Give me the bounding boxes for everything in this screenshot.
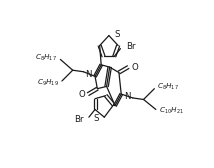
Text: N: N [124,92,131,101]
Text: S: S [114,30,120,39]
Text: O: O [131,63,138,72]
Text: $C_9H_{19}$: $C_9H_{19}$ [37,77,59,88]
Text: $C_8H_{17}$: $C_8H_{17}$ [158,82,179,92]
Text: Br: Br [126,42,135,51]
Text: O: O [78,90,85,99]
Text: S: S [93,114,99,123]
Text: N: N [85,70,91,79]
Text: $C_{10}H_{21}$: $C_{10}H_{21}$ [159,106,184,116]
Text: Br: Br [74,115,83,124]
Text: $C_8H_{17}$: $C_8H_{17}$ [35,53,57,63]
